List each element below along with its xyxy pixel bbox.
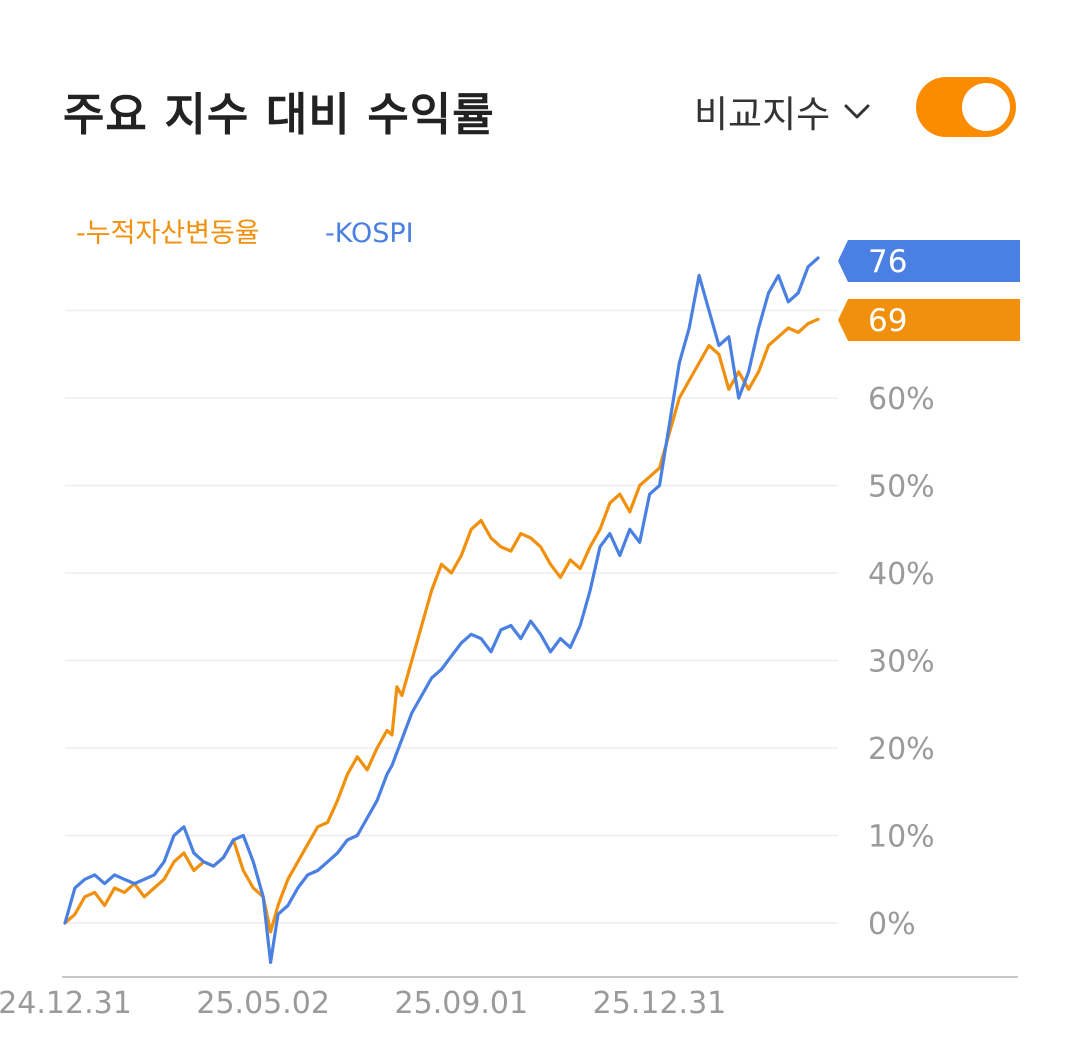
badge-asset: [838, 299, 1020, 341]
compare-index-dropdown[interactable]: 비교지수: [694, 84, 872, 138]
y-tick-label: 60%: [868, 382, 935, 417]
compare-toggle-switch[interactable]: [916, 77, 1016, 137]
y-tick-label: 10%: [868, 820, 935, 855]
end-value-badges: 76 69: [838, 240, 1020, 341]
page-title: 주요 지수 대비 수익률: [63, 88, 495, 141]
badge-kospi: [838, 240, 1020, 282]
y-tick-label: 50%: [868, 470, 935, 505]
legend: -누적자산변동율 -KOSPI: [76, 218, 414, 249]
chevron-down-icon: [844, 104, 870, 119]
compare-index-label: 비교지수: [694, 93, 831, 136]
y-tick-label: 20%: [868, 732, 935, 767]
x-axis-ticks: 24.12.31 25.05.02 25.09.01 25.12.31: [0, 986, 726, 1021]
y-tick-label: 40%: [868, 557, 935, 592]
legend-item-asset: -누적자산변동율: [76, 218, 260, 249]
y-axis-ticks: 0%10%20%30%40%50%60%70%: [868, 295, 935, 943]
y-tick-label: 0%: [868, 907, 916, 942]
x-tick-label: 25.05.02: [196, 986, 330, 1021]
x-tick-label: 25.09.01: [395, 986, 529, 1021]
y-tick-label: 30%: [868, 645, 935, 680]
legend-item-kospi: -KOSPI: [325, 218, 414, 249]
header: 주요 지수 대비 수익률 비교지수: [0, 0, 1080, 170]
toggle-knob: [962, 83, 1010, 131]
series-lines: [63, 256, 820, 964]
series-line-asset: [63, 317, 820, 934]
series-line-kospi: [63, 256, 820, 964]
badge-value-asset: 69: [868, 303, 907, 339]
x-tick-label: 24.12.31: [0, 986, 132, 1021]
x-tick-label: 25.12.31: [593, 986, 727, 1021]
badge-value-kospi: 76: [868, 244, 907, 280]
